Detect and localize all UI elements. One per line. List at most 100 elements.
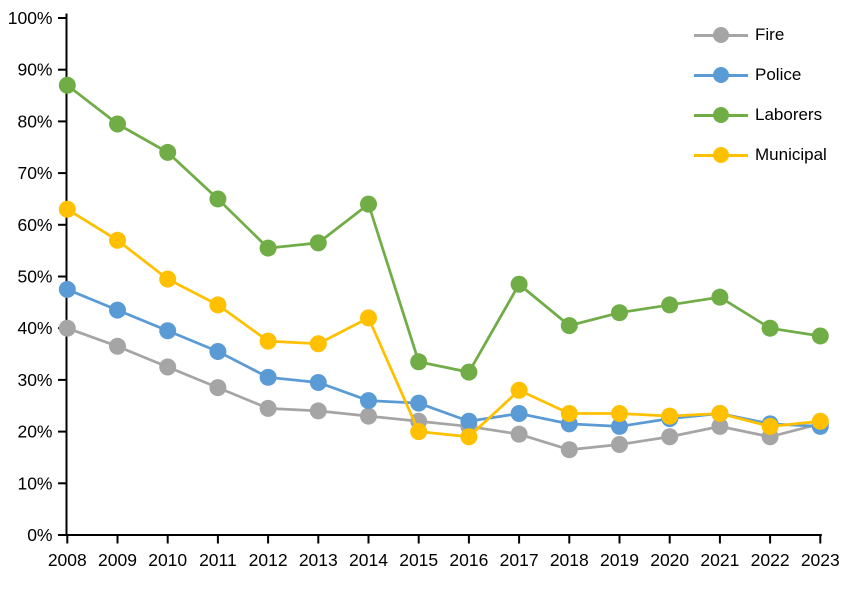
point-police-2019 [611,417,628,435]
point-municipal-2020 [661,407,679,425]
y-axis-tick-label: 90% [17,60,52,80]
point-municipal-2021 [711,405,729,423]
point-fire-2013 [309,402,327,420]
point-municipal-2023 [811,412,829,430]
legend-item-municipal: Municipal [694,135,849,175]
municipal-series-marker-icon [694,146,748,164]
x-axis-tick-label: 2023 [801,550,840,570]
point-fire-2012 [259,399,277,417]
point-laborers-2018 [560,317,578,335]
point-laborers-2009 [109,115,126,133]
point-police-2011 [209,342,227,360]
point-laborers-2010 [159,143,177,161]
point-laborers-2023 [811,327,829,345]
point-fire-2008 [58,319,76,337]
point-fire-2011 [209,379,227,397]
point-police-2017 [510,405,528,423]
legend-label-laborers: Laborers [755,105,823,124]
x-axis-tick-label: 2015 [399,550,438,570]
point-police-2010 [159,322,177,340]
point-laborers-2012 [259,239,277,257]
legend-item-fire: Fire [694,15,849,55]
point-laborers-2013 [309,234,327,252]
y-axis-tick-label: 50% [17,267,52,287]
point-laborers-2011 [209,190,227,208]
point-fire-2019 [611,436,628,454]
x-axis-tick-label: 2012 [249,550,288,570]
legend-label-fire: Fire [755,25,785,44]
y-axis-tick-label: 40% [17,318,52,338]
point-municipal-2015 [410,423,428,441]
point-fire-2014 [360,407,377,425]
point-police-2016 [460,412,478,430]
y-axis-tick-label: 70% [17,163,52,183]
x-axis-tick-label: 2011 [199,550,237,570]
legend-label-police: Police [755,65,802,84]
x-axis-tick-label: 2013 [299,550,338,570]
series-line-municipal [66,208,821,439]
legend: Fire Police Laborers Municipal [694,15,849,175]
y-axis-tick-label: 80% [17,111,52,131]
point-laborers-2014 [360,195,377,213]
point-municipal-2010 [159,270,177,288]
point-fire-2017 [510,425,528,443]
point-municipal-2013 [309,335,327,353]
point-laborers-2015 [410,353,428,371]
point-laborers-2016 [460,363,478,381]
x-axis-tick-label: 2017 [500,550,539,570]
y-axis-tick-label: 60% [17,215,52,235]
point-municipal-2008 [58,200,76,218]
laborers-series-marker-icon [694,106,748,124]
series-line-laborers [66,84,821,374]
legend-item-laborers: Laborers [694,95,849,135]
point-municipal-2014 [360,309,377,327]
x-axis-tick-label: 2022 [751,550,790,570]
point-fire-2018 [560,441,578,459]
point-municipal-2017 [510,381,528,399]
point-laborers-2021 [711,288,729,306]
point-municipal-2012 [259,332,277,350]
y-axis-tick-label: 30% [17,370,52,390]
fire-series-marker-icon [694,26,748,44]
x-axis-tick-label: 2014 [349,550,388,570]
y-axis-tick-label: 100% [8,8,53,28]
point-police-2015 [410,394,428,412]
point-laborers-2017 [510,275,528,293]
point-municipal-2009 [109,231,126,249]
point-fire-2010 [159,358,177,376]
x-axis-tick-label: 2019 [600,550,639,570]
point-laborers-2022 [761,319,779,337]
point-laborers-2019 [611,304,628,322]
y-axis-tick-label: 20% [17,422,52,442]
point-municipal-2016 [460,428,478,446]
point-municipal-2011 [209,296,227,314]
y-axis-tick-label: 0% [27,525,52,545]
legend-item-police: Police [694,55,849,95]
x-axis-tick-label: 2010 [148,550,187,570]
x-axis-tick-label: 2016 [449,550,488,570]
point-police-2013 [309,373,327,391]
point-municipal-2019 [611,405,628,423]
point-laborers-2020 [661,296,679,314]
point-police-2014 [360,392,377,410]
point-municipal-2018 [560,405,578,423]
series-line-fire [66,326,821,452]
point-police-2008 [58,280,76,298]
series-line-police [66,288,821,428]
x-axis-tick-label: 2008 [48,550,87,570]
x-axis-tick-label: 2020 [650,550,689,570]
police-series-marker-icon [694,66,748,84]
x-axis-tick-label: 2021 [700,550,739,570]
y-axis-tick-label: 10% [17,473,52,493]
point-police-2009 [109,301,126,319]
point-fire-2009 [109,337,126,355]
legend-label-municipal: Municipal [755,145,827,164]
point-fire-2020 [661,428,679,446]
point-municipal-2022 [761,417,779,435]
point-police-2012 [259,368,277,386]
x-axis-tick-label: 2018 [550,550,589,570]
point-laborers-2008 [58,76,76,94]
point-fire-2021 [711,417,729,435]
